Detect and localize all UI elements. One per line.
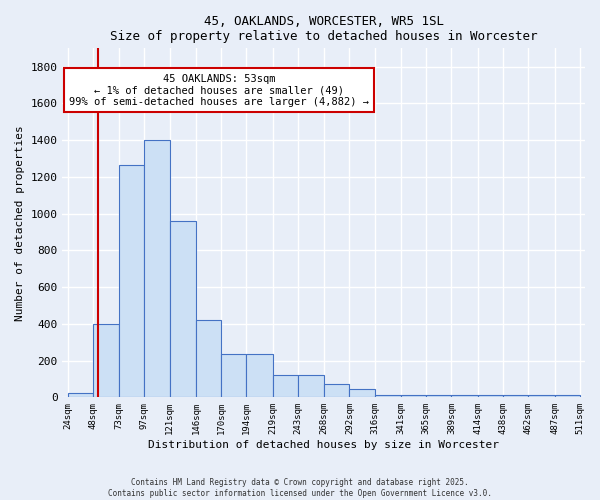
X-axis label: Distribution of detached houses by size in Worcester: Distribution of detached houses by size …: [148, 440, 499, 450]
Bar: [478, 396, 503, 398]
Bar: [324, 384, 349, 398]
Y-axis label: Number of detached properties: Number of detached properties: [15, 125, 25, 320]
Bar: [221, 354, 247, 398]
Bar: [273, 376, 298, 398]
Bar: [375, 396, 401, 398]
Text: 45 OAKLANDS: 53sqm
← 1% of detached houses are smaller (49)
99% of semi-detached: 45 OAKLANDS: 53sqm ← 1% of detached hous…: [69, 74, 369, 107]
Title: 45, OAKLANDS, WORCESTER, WR5 1SL
Size of property relative to detached houses in: 45, OAKLANDS, WORCESTER, WR5 1SL Size of…: [110, 15, 538, 43]
Text: Contains HM Land Registry data © Crown copyright and database right 2025.
Contai: Contains HM Land Registry data © Crown c…: [108, 478, 492, 498]
Bar: [503, 396, 528, 398]
Bar: [554, 396, 580, 398]
Bar: [247, 354, 273, 398]
Bar: [145, 140, 170, 398]
Bar: [426, 396, 451, 398]
Bar: [401, 396, 426, 398]
Bar: [68, 392, 93, 398]
Bar: [196, 320, 221, 398]
Bar: [451, 396, 478, 398]
Bar: [528, 396, 554, 398]
Bar: [119, 165, 145, 398]
Bar: [170, 221, 196, 398]
Bar: [349, 389, 375, 398]
Bar: [298, 376, 324, 398]
Bar: [93, 324, 119, 398]
